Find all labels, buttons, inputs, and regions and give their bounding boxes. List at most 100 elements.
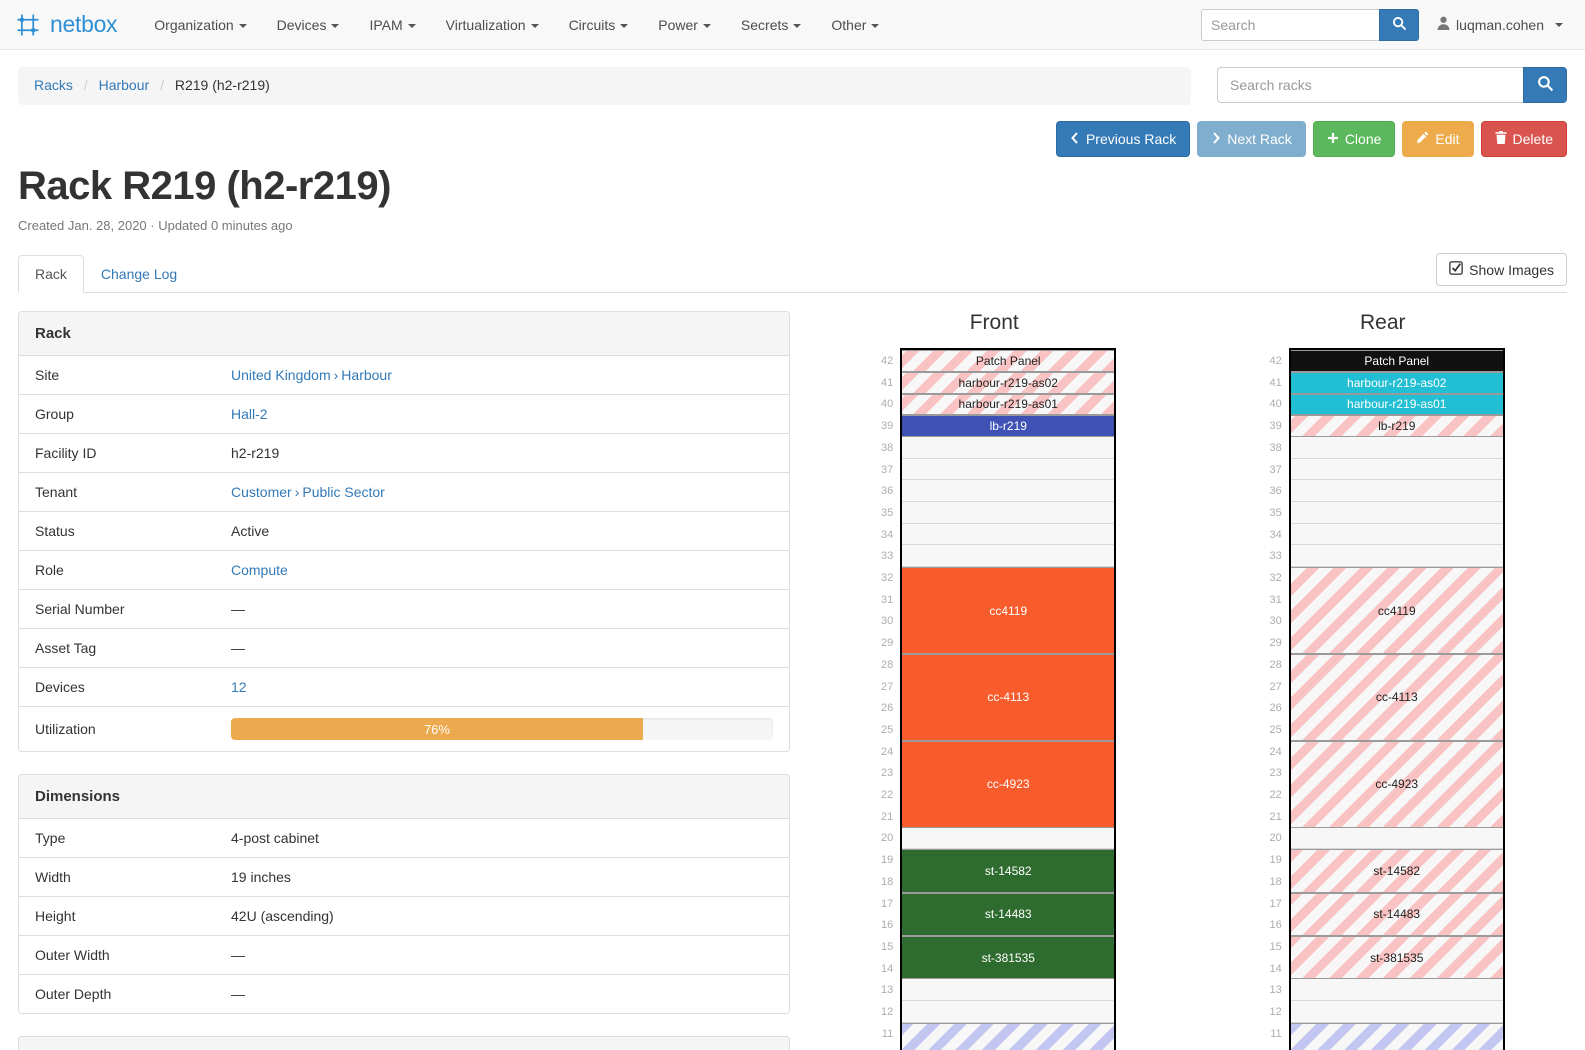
rack-device-lb-r219[interactable]: lb-r219 <box>902 415 1115 437</box>
rack-unit-slot[interactable] <box>1290 458 1503 481</box>
search-input[interactable] <box>1201 8 1380 41</box>
breadcrumb-item-racks[interactable]: Racks <box>34 77 73 93</box>
rack-unit-slot[interactable] <box>902 502 1115 524</box>
rack-unit-slot[interactable] <box>902 436 1115 459</box>
rack-device-harbour-r219-as02[interactable]: harbour-r219-as02 <box>902 371 1115 394</box>
site-link[interactable]: Harbour <box>341 367 392 384</box>
row-value-role: Compute <box>215 551 789 590</box>
tenant-link[interactable]: Public Sector <box>302 484 385 501</box>
rack-device-st-14483[interactable]: st-14483 <box>1290 892 1503 937</box>
devices-count-link[interactable]: 12 <box>231 679 247 696</box>
utilization-progress-bar: 76% <box>231 718 643 741</box>
rack-unit-slot[interactable] <box>1290 1001 1503 1023</box>
rack-device-unnamed[interactable] <box>902 1022 1115 1050</box>
tab-change-log[interactable]: Change Log <box>100 266 178 283</box>
unit-number-label: 14 <box>1269 962 1282 975</box>
edit-button[interactable]: Edit <box>1402 121 1474 158</box>
rack-unit-slot[interactable] <box>1290 480 1503 503</box>
row-label-role: Role <box>35 562 64 579</box>
site-region-link[interactable]: United Kingdom <box>231 367 331 384</box>
rack-device-st-14582[interactable]: st-14582 <box>902 849 1115 893</box>
nav-item-virtualization[interactable]: Virtualization <box>431 9 554 41</box>
unit-number-label: 40 <box>881 398 894 411</box>
rack-device-st-14483[interactable]: st-14483 <box>902 892 1115 937</box>
unit-number-label: 15 <box>1269 940 1282 953</box>
netbox-brand[interactable]: netbox <box>14 11 118 39</box>
rack-unit-slot[interactable] <box>902 979 1115 1002</box>
previous-rack-button[interactable]: Previous Rack <box>1055 121 1191 158</box>
unit-number-label: 14 <box>881 962 894 975</box>
row-value-outer-width: — <box>231 947 245 964</box>
rack-device-harbour-r219-as01[interactable]: harbour-r219-as01 <box>902 393 1115 416</box>
role-link[interactable]: Compute <box>231 562 288 579</box>
chevron-down-icon <box>702 23 711 28</box>
rack-search-submit-button[interactable] <box>1523 67 1567 103</box>
show-images-button[interactable]: Show Images <box>1436 253 1567 287</box>
nav-item-power[interactable]: Power <box>643 9 726 41</box>
utilization-progress: 76% <box>231 718 773 741</box>
rack-device-cc-4923[interactable]: cc-4923 <box>1290 740 1503 828</box>
rack-device-st-381535[interactable]: st-381535 <box>902 936 1115 980</box>
rack-unit-slot[interactable] <box>902 458 1115 481</box>
delete-button[interactable]: Delete <box>1480 121 1567 158</box>
nav-item-other[interactable]: Other <box>816 9 894 41</box>
unit-number-label: 21 <box>1269 810 1282 823</box>
table-row: Width 19 inches <box>19 858 789 897</box>
unit-number-label: 24 <box>881 745 894 758</box>
rack-device-cc-4113[interactable]: cc-4113 <box>902 653 1115 741</box>
rack-device-cc-4923[interactable]: cc-4923 <box>902 740 1115 828</box>
tenant-group-link[interactable]: Customer <box>231 484 292 501</box>
rack-unit-slot[interactable] <box>902 523 1115 546</box>
unit-number-label: 11 <box>1270 1027 1282 1040</box>
unit-number-label: 37 <box>881 463 894 476</box>
rack-unit-slot[interactable] <box>1290 523 1503 546</box>
rack-search-input[interactable] <box>1217 67 1523 103</box>
search-submit-button[interactable] <box>1379 8 1420 41</box>
rack-unit-slot[interactable] <box>1290 827 1503 850</box>
front-unit-labels: 42 41 40 39 38 37 36 35 34 33 32 31 30 29 28 27 26 25 24 23… <box>872 348 900 1050</box>
rack-unit-slot[interactable] <box>1290 545 1503 568</box>
chevron-down-icon <box>407 23 416 28</box>
rack-device-st-14582[interactable]: st-14582 <box>1290 849 1503 893</box>
user-menu[interactable]: luqman.cohen <box>1437 16 1571 33</box>
unit-number-label: 42 <box>881 355 894 368</box>
rack-device-st-381535[interactable]: st-381535 <box>1290 936 1503 980</box>
rack-device-label: cc4119 <box>1377 603 1416 618</box>
unit-number-label: 37 <box>1269 463 1282 476</box>
nav-item-secrets[interactable]: Secrets <box>726 9 816 41</box>
rack-device-lb-r219[interactable]: lb-r219 <box>1290 415 1503 437</box>
nav-item-organization[interactable]: Organization <box>139 9 261 41</box>
unit-number-label: 33 <box>1269 550 1282 563</box>
rack-device-Patch Panel[interactable]: Patch Panel <box>1290 350 1503 372</box>
unit-number-label: 40 <box>1269 398 1282 411</box>
rack-device-cc4119[interactable]: cc4119 <box>1290 567 1503 654</box>
next-rack-button[interactable]: Next Rack <box>1197 121 1306 158</box>
tab-rack[interactable]: Rack <box>18 255 84 294</box>
nav-item-circuits[interactable]: Circuits <box>554 9 644 41</box>
plus-icon <box>1327 130 1339 148</box>
group-link[interactable]: Hall-2 <box>231 406 268 423</box>
nav-item-devices[interactable]: Devices <box>262 9 355 41</box>
rack-unit-slot[interactable] <box>1290 436 1503 459</box>
rack-device-cc-4113[interactable]: cc-4113 <box>1290 653 1503 741</box>
rack-device-Patch Panel[interactable]: Patch Panel <box>902 350 1115 372</box>
rack-device-unnamed[interactable] <box>1290 1022 1503 1050</box>
rack-unit-slot[interactable] <box>902 827 1115 850</box>
nav-item-ipam[interactable]: IPAM <box>354 9 430 41</box>
table-row: Devices 12 <box>19 668 789 707</box>
unit-number-label: 26 <box>1269 702 1282 715</box>
nav-label: Power <box>658 16 698 33</box>
rack-elevation-front: Front 42 41 40 39 38 37 36 35 34 33 32 31 30 29 28 27 26… <box>810 311 1179 1050</box>
table-row: Height 42U (ascending) <box>19 897 789 936</box>
rack-device-harbour-r219-as01[interactable]: harbour-r219-as01 <box>1290 393 1503 416</box>
page-subtitle: Created Jan. 28, 2020 · Updated 0 minute… <box>18 218 293 234</box>
rack-unit-slot[interactable] <box>902 480 1115 503</box>
rack-unit-slot[interactable] <box>902 1001 1115 1023</box>
rack-unit-slot[interactable] <box>1290 979 1503 1002</box>
rack-device-cc4119[interactable]: cc4119 <box>902 567 1115 654</box>
rack-device-harbour-r219-as02[interactable]: harbour-r219-as02 <box>1290 371 1503 394</box>
breadcrumb-item-harbour[interactable]: Harbour <box>98 77 150 93</box>
rack-unit-slot[interactable] <box>902 545 1115 568</box>
rack-unit-slot[interactable] <box>1290 502 1503 524</box>
clone-button[interactable]: Clone <box>1312 121 1396 158</box>
